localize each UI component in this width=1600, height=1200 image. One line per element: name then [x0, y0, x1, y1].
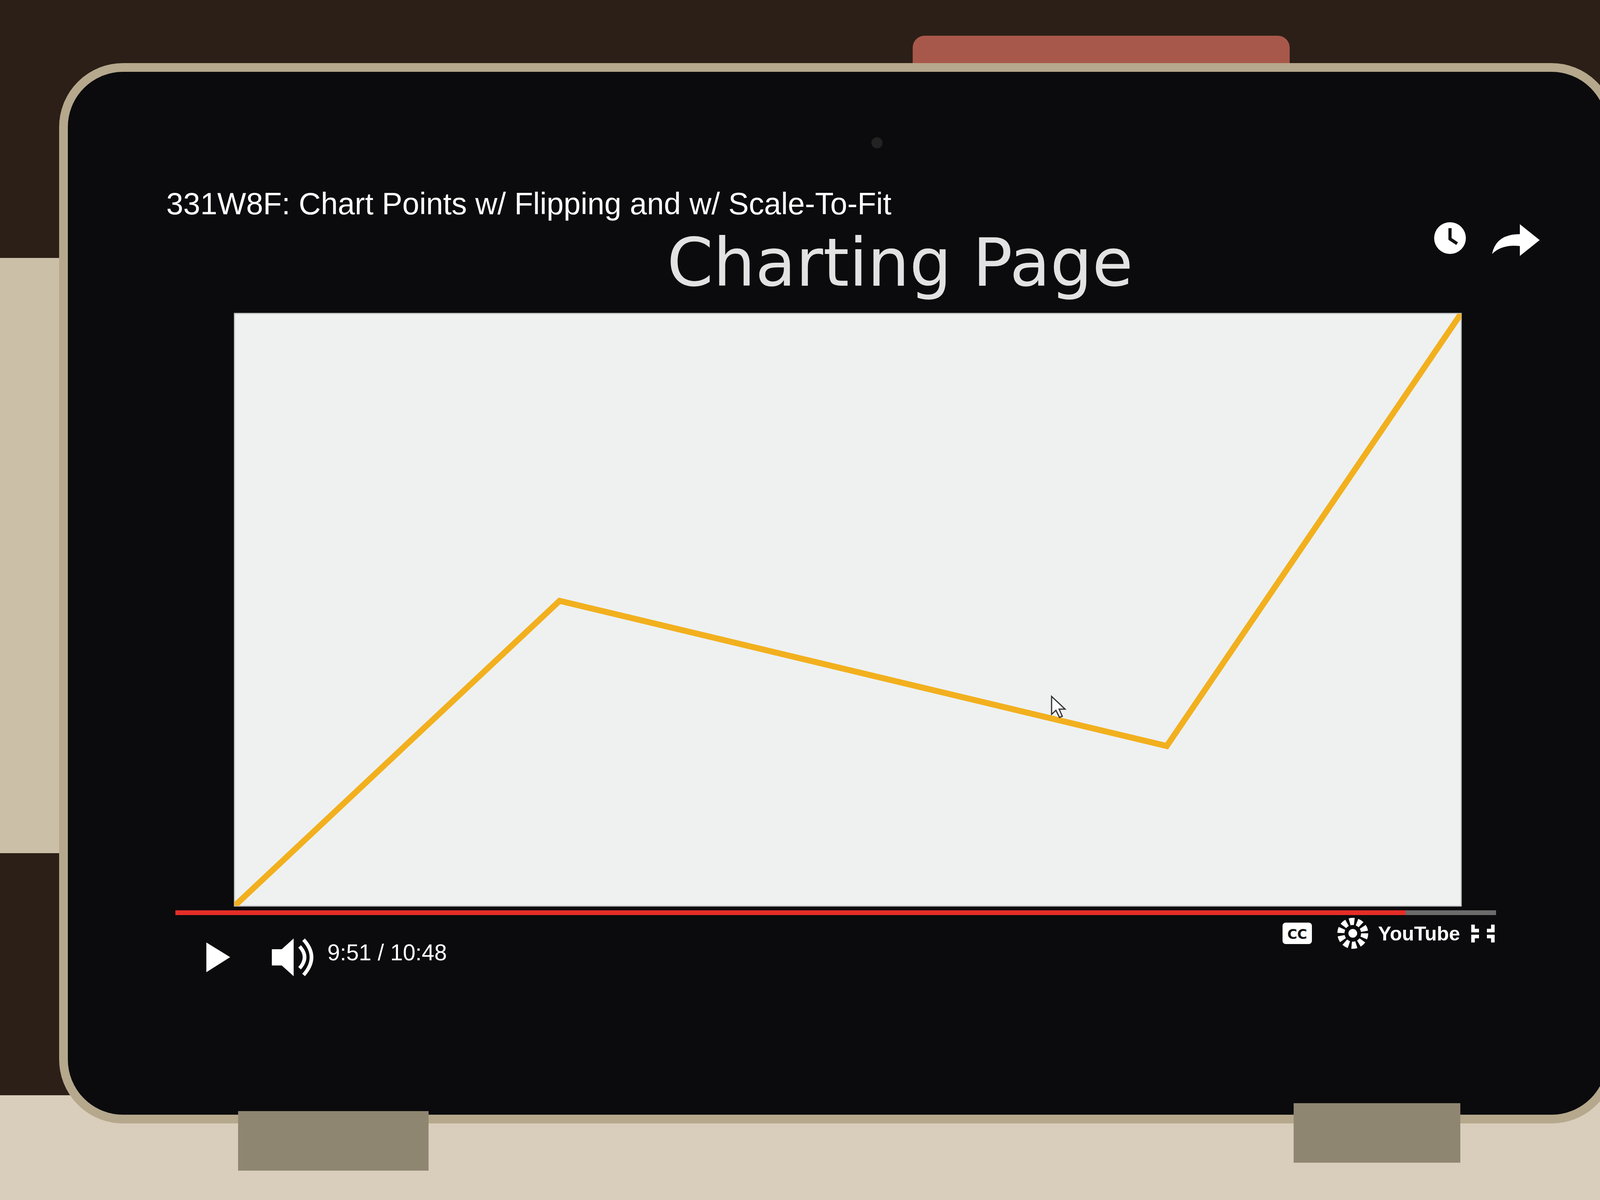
youtube-logo[interactable]: YouTube — [1378, 922, 1460, 945]
clock-hands — [1450, 228, 1458, 244]
data-line — [234, 313, 1462, 906]
cursor — [1051, 696, 1066, 718]
scene: 331W8F: Chart Points w/ Flipping and w/ … — [0, 0, 1600, 1200]
volume-button[interactable] — [271, 938, 294, 977]
share-icon[interactable] — [1492, 224, 1540, 256]
progress-played — [175, 910, 1406, 916]
chart-title: Charting Page — [667, 224, 1134, 302]
progress-track[interactable] — [175, 910, 1497, 916]
book-page — [0, 257, 68, 854]
plot-area — [234, 313, 1462, 906]
watch-later-icon[interactable] — [1434, 222, 1466, 254]
time-display: 9:51 / 10:48 — [327, 939, 447, 966]
volume-waves — [299, 939, 312, 975]
fullscreen-button[interactable] — [1473, 924, 1493, 943]
series-group — [234, 313, 1462, 906]
camera — [871, 137, 883, 149]
hinge — [1293, 1103, 1461, 1163]
hinge — [238, 1111, 429, 1171]
cc-label: CC — [1287, 926, 1308, 943]
settings-hub — [1348, 928, 1358, 938]
video-title: 331W8F: Chart Points w/ Flipping and w/ … — [166, 186, 892, 221]
settings-button[interactable] — [1340, 921, 1365, 946]
play-button[interactable] — [206, 942, 231, 973]
laptop-lid — [63, 67, 1600, 1120]
cc-button[interactable] — [1282, 922, 1312, 945]
